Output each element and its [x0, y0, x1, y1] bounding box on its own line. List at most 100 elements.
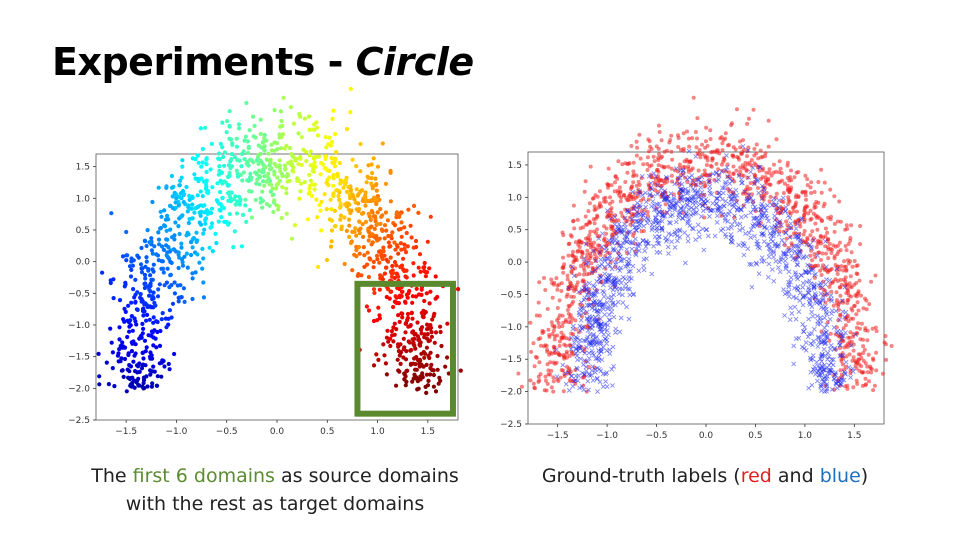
blue-point — [690, 186, 696, 192]
red-point — [744, 168, 749, 173]
red-point — [519, 384, 524, 389]
blue-point — [590, 338, 595, 344]
data-point — [152, 328, 157, 333]
data-point — [284, 191, 289, 196]
y-tick-label: −1.0 — [500, 323, 522, 333]
blue-point — [582, 357, 587, 363]
red-point — [532, 364, 537, 369]
red-point — [806, 211, 811, 216]
red-point — [721, 159, 726, 164]
data-point — [307, 183, 313, 188]
data-point — [209, 141, 214, 146]
red-point — [857, 278, 862, 283]
blue-point — [812, 291, 818, 296]
blue-point — [570, 323, 576, 329]
red-point — [837, 240, 842, 245]
right-caption-red: red — [740, 465, 772, 487]
red-point — [767, 199, 772, 204]
data-point — [169, 173, 174, 179]
red-point — [545, 307, 550, 311]
data-point — [410, 316, 415, 321]
blue-point — [680, 203, 686, 209]
blue-point — [791, 294, 796, 300]
red-point — [565, 273, 570, 278]
data-point — [162, 208, 167, 213]
data-point — [338, 217, 343, 222]
data-point — [329, 207, 334, 212]
blue-point — [723, 234, 729, 240]
blue-point — [620, 240, 626, 246]
blue-point — [618, 245, 624, 251]
data-point — [139, 335, 144, 340]
red-point — [562, 262, 567, 267]
red-point — [639, 229, 644, 234]
data-point — [388, 336, 393, 341]
red-point — [821, 204, 826, 209]
y-tick-label: 1.5 — [76, 163, 90, 173]
blue-point — [606, 312, 612, 318]
blue-point — [841, 377, 847, 383]
data-point — [142, 238, 147, 243]
data-point — [284, 211, 289, 216]
data-point — [139, 245, 144, 251]
blue-point — [773, 208, 779, 214]
red-point — [565, 277, 570, 282]
data-point — [384, 335, 389, 340]
blue-point — [827, 316, 833, 322]
blue-point — [808, 357, 814, 363]
data-point — [251, 114, 256, 119]
data-point — [147, 317, 152, 322]
blue-point — [656, 234, 662, 240]
data-point — [176, 299, 181, 304]
red-point — [731, 164, 736, 169]
blue-point — [829, 386, 835, 392]
blue-point — [627, 229, 633, 235]
red-point — [810, 258, 814, 263]
blue-point — [830, 362, 836, 368]
data-point — [110, 366, 115, 371]
data-point — [156, 230, 161, 235]
blue-point — [613, 326, 619, 332]
data-point — [200, 146, 205, 152]
red-point — [702, 168, 707, 173]
data-point — [382, 223, 388, 228]
data-point — [179, 175, 184, 180]
data-point — [181, 286, 186, 291]
data-point — [395, 244, 400, 249]
red-point — [595, 213, 600, 218]
data-point — [159, 317, 164, 322]
data-point — [398, 361, 403, 366]
blue-point — [731, 204, 737, 210]
red-point — [627, 194, 632, 199]
red-point — [645, 213, 650, 218]
blue-point — [639, 192, 645, 198]
data-point — [375, 257, 380, 262]
blue-point — [752, 204, 758, 210]
blue-point — [747, 261, 752, 267]
red-point — [803, 189, 808, 194]
blue-point — [613, 259, 619, 265]
blue-point — [738, 214, 744, 220]
data-point — [154, 345, 159, 350]
red-point — [784, 219, 789, 224]
data-point — [414, 286, 419, 291]
blue-point — [595, 308, 601, 314]
data-point — [377, 316, 382, 321]
data-point — [401, 355, 406, 360]
blue-point — [622, 276, 628, 282]
blue-point — [748, 235, 754, 241]
data-point — [267, 159, 272, 164]
data-point — [397, 319, 402, 324]
data-point — [371, 318, 377, 324]
red-point — [720, 141, 725, 146]
blue-point — [626, 251, 632, 257]
blue-point — [796, 309, 802, 315]
blue-point — [616, 243, 622, 249]
left-caption-pre: The — [91, 465, 133, 487]
data-point — [151, 343, 156, 348]
red-point — [821, 287, 826, 292]
blue-point — [685, 196, 691, 202]
red-point — [812, 202, 817, 207]
red-point — [676, 145, 681, 149]
data-point — [422, 260, 427, 266]
